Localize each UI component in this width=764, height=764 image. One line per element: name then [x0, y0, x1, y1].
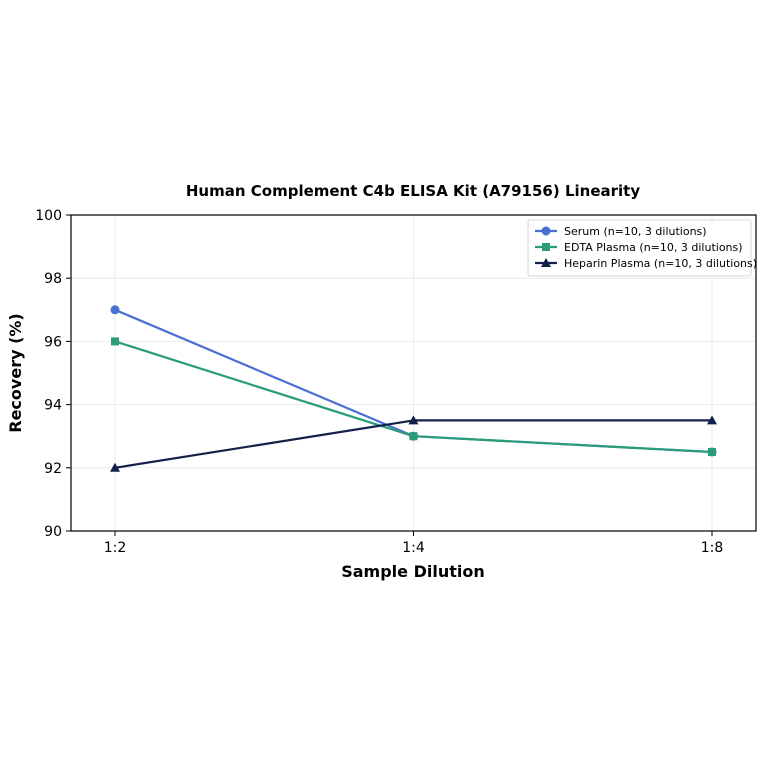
- y-tick-label: 92: [44, 461, 62, 477]
- legend-marker: [542, 243, 550, 251]
- legend-box: [527, 219, 752, 277]
- legend-marker: [541, 226, 551, 236]
- data-point: [708, 448, 716, 456]
- data-point: [110, 305, 120, 315]
- series-heparin: [110, 415, 717, 472]
- x-tick-label: 1:4: [402, 540, 425, 556]
- legend-marker: [541, 258, 551, 267]
- data-point: [707, 415, 717, 425]
- y-tick-label: 100: [35, 208, 62, 224]
- y-axis-title: Recovery (%): [6, 313, 25, 432]
- legend-label: EDTA Plasma (n=10, 3 dilutions): [564, 241, 743, 254]
- legend: Serum (n=10, 3 dilutions) EDTA Plasma (n=…: [527, 219, 757, 277]
- y-tick-label: 90: [44, 524, 62, 540]
- data-point: [110, 462, 120, 472]
- legend-label: Serum (n=10, 3 dilutions): [564, 225, 707, 238]
- x-tick-label: 1:2: [104, 540, 127, 556]
- legend-label: Heparin Plasma (n=10, 3 dilutions): [564, 257, 757, 270]
- x-axis-title: Sample Dilution: [341, 562, 485, 581]
- series-layer: [110, 305, 717, 472]
- x-tick-label: 1:8: [701, 540, 724, 556]
- chart-title: Human Complement C4b ELISA Kit (A79156) …: [186, 182, 640, 200]
- y-tick-label: 96: [44, 334, 62, 350]
- y-tick-label: 94: [44, 398, 62, 414]
- series-edta: [111, 337, 716, 456]
- data-point: [111, 337, 119, 346]
- y-tick-label: 98: [44, 271, 62, 287]
- data-point: [409, 432, 418, 441]
- axes: 90 92 94 96 98 100 1:2 1:4 1:8: [35, 208, 723, 556]
- data-point: [408, 415, 419, 425]
